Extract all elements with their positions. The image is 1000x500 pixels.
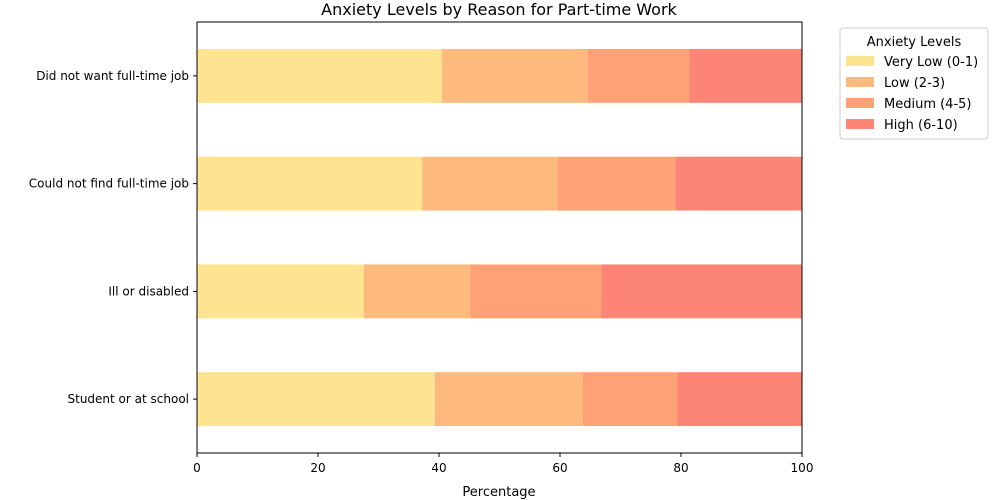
legend-swatch	[846, 98, 874, 108]
plot-frame	[196, 21, 803, 454]
x-axis-title: Percentage	[462, 485, 535, 500]
legend-title: Anxiety Levels	[867, 35, 962, 50]
x-tick-label: 80	[673, 461, 688, 475]
bar-segment	[601, 264, 802, 319]
y-tick-label: Student or at school	[68, 392, 190, 406]
bar-segment	[197, 372, 435, 427]
legend-label: Low (2-3)	[884, 76, 945, 91]
bar-segment	[422, 156, 558, 211]
legend-swatch	[846, 56, 874, 66]
bar-segment	[677, 372, 802, 427]
x-axis: 0 20 40 60 80 100	[193, 453, 813, 475]
bar-segment	[689, 48, 802, 103]
y-tick-label: Could not find full-time job	[29, 177, 189, 191]
x-tick-label: 20	[310, 461, 325, 475]
legend-label: High (6-10)	[884, 118, 958, 133]
legend-frame	[839, 27, 989, 140]
legend: Anxiety Levels Very Low (0-1) Low (2-3) Me…	[839, 27, 989, 140]
bar-segment	[587, 48, 690, 103]
chart-title: Anxiety Levels by Reason for Part-time W…	[321, 0, 677, 19]
x-tick-label: 60	[552, 461, 567, 475]
bar-segment	[582, 372, 678, 427]
bar-segment	[675, 156, 802, 211]
legend-swatch	[846, 77, 874, 87]
bar-segment	[197, 48, 443, 103]
x-tick-label: 100	[791, 461, 814, 475]
y-tick-label: Ill or disabled	[108, 284, 189, 298]
bar-segment	[557, 156, 676, 211]
legend-swatch	[846, 119, 874, 129]
legend-label: Medium (4-5)	[884, 97, 972, 112]
bars-group	[197, 48, 802, 427]
bar-segment	[197, 264, 364, 319]
bar-segment	[197, 156, 423, 211]
bar-segment	[442, 48, 588, 103]
x-tick-label: 0	[193, 461, 201, 475]
x-tick-label: 40	[431, 461, 446, 475]
legend-items: Very Low (0-1) Low (2-3) Medium (4-5) High …	[846, 55, 978, 133]
legend-label: Very Low (0-1)	[884, 55, 978, 70]
bar-segment	[363, 264, 471, 319]
y-axis: Did not want full-time job Could not find…	[29, 69, 197, 406]
bar-segment	[434, 372, 583, 427]
bar-segment	[470, 264, 602, 319]
y-tick-label: Did not want full-time job	[36, 69, 189, 83]
